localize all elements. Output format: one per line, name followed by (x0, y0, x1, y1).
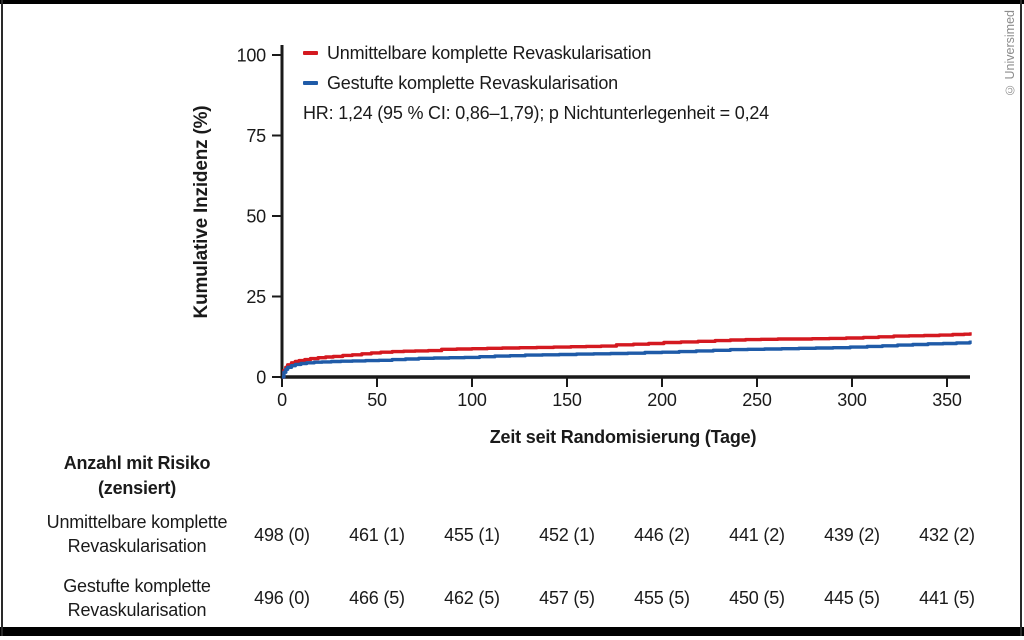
legend-label-immediate: Unmittelbare komplette Revaskularisation (327, 42, 652, 63)
risk-row-label-staged: Gestufte komplette Revaskularisation (63, 574, 211, 622)
risk-value: 455 (1) (444, 525, 500, 545)
y-tick-label: 75 (246, 126, 266, 146)
legend-label-staged: Gestufte komplette Revaskularisation (327, 72, 618, 93)
risk-row-label-staged-line1: Gestufte komplette (63, 576, 211, 596)
y-tick-label: 0 (256, 368, 266, 388)
y-tick-label: 50 (246, 207, 266, 227)
y-axis-title: Kumulative Inzidenz (%) (191, 106, 212, 319)
blue-line-swatch-icon (303, 81, 318, 85)
frame-border-right (1020, 0, 1022, 636)
x-tick-label: 350 (932, 390, 962, 410)
risk-row-label-staged-line2: Revaskularisation (67, 600, 207, 620)
y-tick-label: 25 (246, 287, 266, 307)
risk-value: 439 (2) (824, 525, 880, 545)
copyright-credit: © Universimed (1003, 10, 1017, 97)
curve-staged (282, 340, 972, 379)
x-tick-label: 300 (837, 390, 867, 410)
legend-item-immediate-revascularisation: Unmittelbare komplette Revaskularisation (303, 38, 769, 68)
risk-value: 445 (5) (824, 588, 880, 608)
risk-value: 455 (5) (634, 588, 690, 608)
risk-value: 461 (1) (349, 525, 405, 545)
risk-table-header: Anzahl mit Risiko (zensiert) (64, 451, 211, 501)
hr-statistics-text: HR: 1,24 (95 % CI: 0,86–1,79); p Nichtun… (303, 102, 769, 123)
legend-item-staged-revascularisation: Gestufte komplette Revaskularisation (303, 68, 769, 98)
y-tick-label: 100 (237, 46, 267, 66)
risk-value: 466 (5) (349, 588, 405, 608)
risk-value: 462 (5) (444, 588, 500, 608)
frame-border-top (0, 0, 1024, 4)
frame-border-left (1, 0, 3, 636)
x-tick-label: 0 (277, 390, 287, 410)
x-tick-label: 250 (742, 390, 772, 410)
x-tick-label: 150 (552, 390, 582, 410)
x-axis-title: Zeit seit Randomisierung (Tage) (489, 427, 757, 447)
risk-value: 498 (0) (254, 525, 310, 545)
risk-value: 496 (0) (254, 588, 310, 608)
risk-row-label-immediate: Unmittelbare komplette Revaskularisation (47, 510, 228, 558)
risk-table-header-line2: (zensiert) (97, 478, 177, 498)
frame-border-bottom (0, 627, 1024, 636)
risk-value: 452 (1) (539, 525, 595, 545)
red-line-swatch-icon (303, 51, 318, 55)
risk-value: 441 (2) (729, 525, 785, 545)
cumulative-incidence-chart: 0 25 50 75 100 0 50 100 150 200 250 300 350 Kumulativ… (191, 45, 972, 410)
risk-table-header-line1: Anzahl mit Risiko (63, 453, 211, 473)
risk-value: 446 (2) (634, 525, 690, 545)
risk-value: 441 (5) (919, 588, 975, 608)
risk-value: 450 (5) (729, 588, 785, 608)
risk-value: 457 (5) (539, 588, 595, 608)
chart-legend: Unmittelbare komplette Revaskularisation… (303, 38, 769, 128)
x-tick-label: 200 (647, 390, 677, 410)
risk-row-label-immediate-line2: Revaskularisation (67, 536, 207, 556)
x-tick-label: 50 (367, 390, 387, 410)
x-tick-label: 100 (457, 390, 487, 410)
risk-row-label-immediate-line1: Unmittelbare komplette (46, 512, 228, 532)
risk-value: 432 (2) (919, 525, 975, 545)
curve-immediate (282, 332, 972, 379)
